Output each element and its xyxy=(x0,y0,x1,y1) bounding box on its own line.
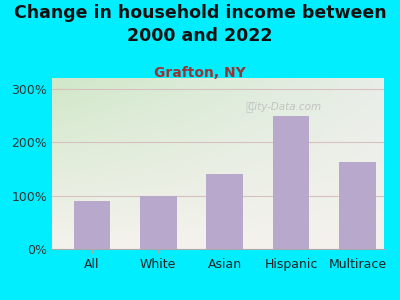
Bar xyxy=(273,116,309,249)
Text: ⦿: ⦿ xyxy=(246,100,253,114)
Text: Change in household income between
2000 and 2022: Change in household income between 2000 … xyxy=(14,4,386,45)
Bar xyxy=(140,196,176,249)
Bar xyxy=(339,162,376,249)
Bar xyxy=(74,201,110,249)
Bar xyxy=(206,174,243,249)
Text: Grafton, NY: Grafton, NY xyxy=(154,66,246,80)
Text: City-Data.com: City-Data.com xyxy=(247,102,322,112)
